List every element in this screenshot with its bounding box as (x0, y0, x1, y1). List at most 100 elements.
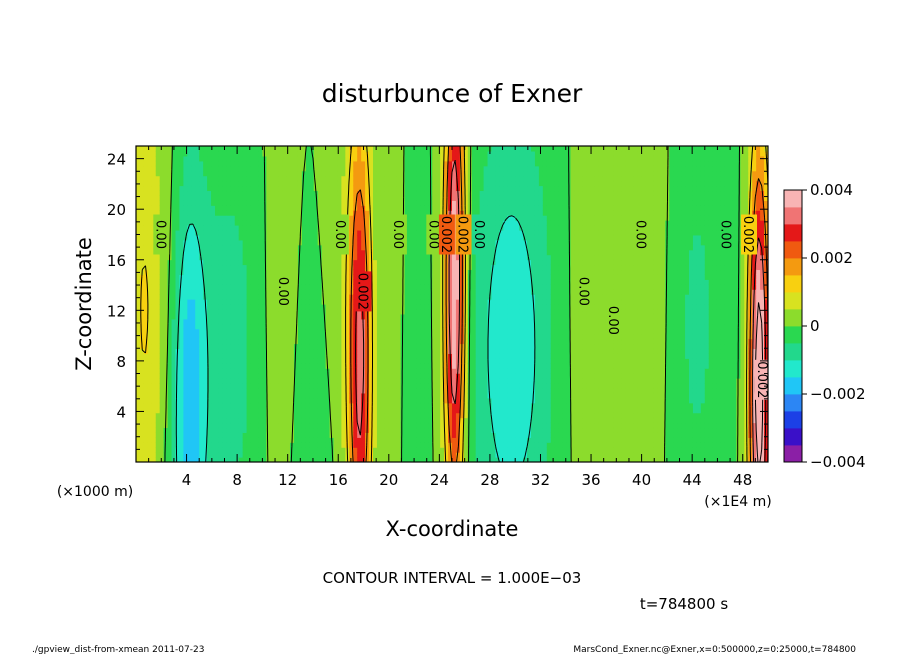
field-cell (179, 279, 184, 285)
field-cell (290, 358, 295, 364)
field-cell (179, 160, 184, 167)
field-cell (365, 373, 370, 379)
field-cell (396, 299, 402, 305)
field-cell (290, 328, 295, 335)
field-cell (305, 338, 311, 345)
field-cell (238, 397, 244, 404)
field-cell (175, 323, 181, 330)
field-cell (147, 205, 153, 211)
field-cell (175, 383, 181, 389)
field-cell (305, 269, 311, 275)
field-cell (317, 225, 323, 231)
field-cell (329, 333, 335, 340)
field-cell (183, 417, 188, 424)
field-cell (266, 195, 271, 201)
field-cell (294, 215, 299, 221)
field-cell (266, 373, 271, 379)
field-cell (163, 343, 169, 350)
field-cell (380, 175, 386, 182)
field-cell (376, 457, 382, 462)
field-cell (400, 412, 406, 419)
field-cell (337, 442, 342, 448)
field-cell (238, 284, 244, 290)
field-cell (373, 249, 378, 256)
field-cell (301, 353, 307, 359)
field-cell (329, 160, 335, 167)
field-cell (274, 249, 279, 256)
field-cell (297, 407, 303, 414)
field-cell (369, 215, 374, 221)
field-cell (341, 299, 346, 305)
field-cell (159, 185, 165, 192)
field-cell (388, 437, 394, 443)
field-cell (175, 289, 181, 295)
field-cell (258, 387, 263, 394)
field-cell (309, 358, 315, 364)
field-cell (266, 155, 271, 162)
field-cell (428, 387, 433, 394)
field-cell (167, 442, 173, 448)
field-cell (215, 165, 220, 172)
field-cell (428, 289, 433, 295)
field-cell (136, 442, 141, 448)
field-cell (218, 304, 224, 310)
field-cell (333, 274, 339, 280)
field-cell (136, 368, 141, 374)
field-cell (337, 368, 342, 374)
field-cell (211, 165, 216, 172)
field-cell (266, 457, 271, 462)
field-cell (404, 338, 410, 345)
field-cell (297, 432, 303, 438)
field-cell (282, 368, 287, 374)
field-cell (139, 180, 145, 187)
field-cell (171, 299, 177, 305)
field-cell (341, 417, 346, 424)
field-cell (155, 318, 161, 325)
field-cell (408, 363, 414, 369)
field-cell (215, 417, 220, 424)
field-cell (294, 299, 299, 305)
field-cell (270, 160, 275, 167)
field-cell (218, 259, 224, 266)
field-cell (325, 333, 331, 340)
field-cell (357, 225, 362, 231)
field-cell (286, 333, 291, 340)
field-cell (234, 220, 240, 226)
field-cell (305, 150, 311, 157)
field-cell (345, 348, 350, 354)
field-cell (179, 299, 184, 305)
field-cell (262, 387, 267, 394)
field-cell (143, 422, 149, 429)
field-cell (357, 353, 362, 359)
field-cell (412, 358, 418, 364)
field-cell (147, 289, 153, 295)
field-cell (416, 185, 421, 192)
field-cell (353, 254, 358, 261)
field-cell (305, 220, 311, 226)
field-cell (294, 220, 299, 226)
field-cell (396, 269, 402, 275)
field-cell (290, 294, 295, 300)
field-cell (151, 368, 157, 374)
field-cell (187, 220, 192, 226)
field-cell (211, 328, 216, 335)
field-cell (424, 294, 429, 300)
field-cell (424, 289, 429, 295)
field-cell (183, 442, 188, 448)
field-cell (420, 180, 425, 187)
field-cell (329, 215, 335, 221)
field-cell (325, 185, 331, 192)
field-cell (238, 348, 244, 354)
field-cell (274, 452, 279, 458)
field-cell (341, 323, 346, 330)
field-cell (301, 383, 307, 389)
field-cell (266, 348, 271, 354)
field-cell (215, 373, 220, 379)
field-cell (376, 452, 382, 458)
field-cell (222, 308, 228, 315)
field-cell (191, 210, 196, 216)
field-cell (282, 190, 287, 196)
field-cell (191, 452, 196, 458)
field-cell (218, 412, 224, 419)
field-cell (428, 308, 433, 315)
